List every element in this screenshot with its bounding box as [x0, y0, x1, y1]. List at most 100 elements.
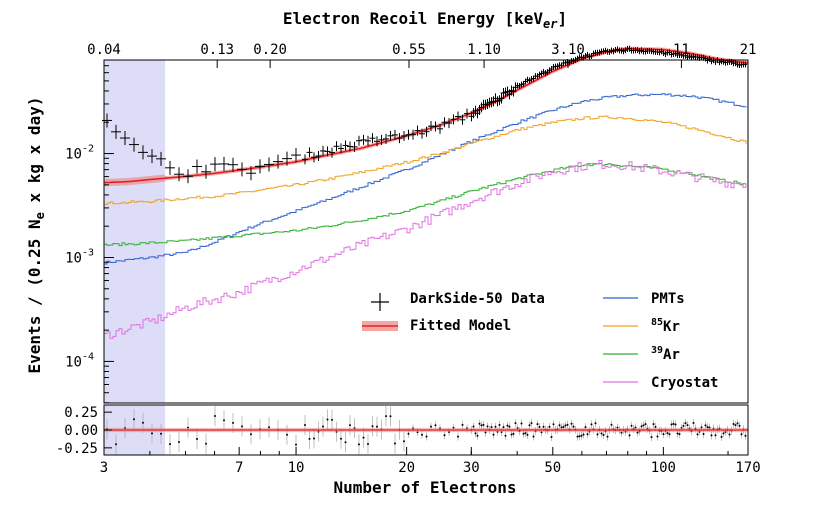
residual-point: [552, 423, 555, 426]
x-tick-label: 30: [463, 460, 480, 476]
residual-points: [106, 405, 747, 455]
main-panel-frame: [103, 59, 749, 404]
residual-point: [558, 424, 561, 427]
x-tick-label: 20: [398, 460, 415, 476]
residual-point: [542, 425, 545, 428]
residual-point: [425, 435, 428, 438]
residual-point: [322, 425, 324, 428]
residual-point: [582, 433, 585, 436]
residual-point: [344, 441, 347, 444]
residual-point: [510, 433, 513, 436]
top-axis-tick-label: 0.13: [200, 42, 234, 58]
residual-point: [596, 433, 599, 436]
residual-point: [670, 423, 673, 426]
residual-point: [326, 418, 329, 421]
residual-point: [340, 437, 342, 440]
residual-point: [728, 433, 731, 436]
data-points: [102, 45, 747, 184]
y-axis-title: Events / (0.25 Ne x kg x day): [25, 97, 47, 374]
residual-point: [308, 437, 311, 440]
top-axis-tick-label: 11: [673, 42, 690, 58]
residual-point: [566, 423, 569, 426]
residual-point: [650, 436, 653, 439]
residual-point: [590, 423, 593, 426]
residual-point: [142, 421, 144, 424]
residual-point: [349, 424, 351, 427]
residual-point: [205, 442, 207, 445]
residual-point: [666, 432, 669, 435]
residual-point: [524, 432, 527, 435]
residual-point: [490, 426, 493, 429]
residual-point: [734, 424, 737, 427]
residual-point: [196, 437, 198, 440]
series-cryostat-line: [104, 160, 747, 339]
residual-point: [522, 432, 525, 435]
residual-point: [710, 434, 713, 437]
residual-point: [572, 425, 575, 428]
y-tick-label: 10-4: [65, 351, 94, 370]
residual-point: [472, 425, 475, 428]
legend-label-kr85: 85Kr: [651, 317, 680, 335]
series-85kr-line: [104, 115, 747, 206]
top-axis-tick-label: 1.10: [467, 42, 501, 58]
x-tick-label: 50: [544, 460, 561, 476]
residual-point: [662, 433, 665, 436]
residual-point: [492, 433, 495, 436]
residual-point: [478, 422, 481, 425]
residual-point: [732, 422, 735, 425]
residual-point: [672, 422, 675, 425]
residual-point: [528, 424, 531, 427]
residual-y-tick-label: -0.25: [56, 441, 98, 457]
residual-point: [241, 425, 243, 428]
residual-point: [700, 426, 703, 429]
residual-point: [532, 435, 535, 438]
residual-point: [668, 433, 671, 436]
residual-point: [676, 432, 679, 435]
residual-point: [536, 423, 539, 426]
residual-point: [702, 432, 705, 435]
residual-point: [520, 422, 523, 425]
residual-point: [570, 422, 573, 425]
residual-point: [628, 434, 631, 437]
legend: DarkSide-50 Data Fitted Model PMTs 85Kr 39Ar…: [362, 291, 718, 391]
residual-point: [223, 419, 225, 422]
residual-point: [736, 422, 739, 425]
residual-point: [722, 432, 725, 435]
legend-label-ar39: 39Ar: [651, 345, 680, 363]
residual-point: [642, 424, 645, 427]
residual-point: [714, 434, 717, 437]
fitted-model-line: [104, 47, 749, 184]
residual-point: [678, 433, 681, 436]
legend-label-pmts: PMTs: [651, 291, 685, 307]
residual-point: [564, 424, 567, 427]
residual-point: [606, 435, 609, 438]
residual-point: [654, 425, 657, 428]
residual-point: [268, 426, 270, 429]
residual-point: [550, 435, 553, 438]
residual-point: [548, 425, 551, 428]
residual-point: [476, 434, 479, 437]
residual-point: [385, 415, 387, 418]
shaded-threshold-region: [104, 60, 166, 403]
residual-point: [461, 423, 464, 426]
residual-point: [652, 423, 655, 426]
top-axis-tick-label: 21: [740, 42, 757, 58]
residual-point: [115, 443, 117, 446]
residual-point: [586, 433, 589, 436]
residual-point: [602, 433, 605, 436]
residual-point: [421, 433, 423, 436]
residual-point: [389, 415, 392, 418]
residual-point: [686, 424, 689, 427]
series-pmts-line: [104, 93, 747, 265]
residual-point: [502, 426, 505, 429]
residual-point: [526, 433, 529, 436]
residual-point: [576, 435, 579, 438]
residual-point: [696, 433, 699, 436]
residual-point: [504, 434, 507, 437]
x-tick-label: 170: [735, 460, 760, 476]
top-axis-tick-label: 3.10: [551, 42, 585, 58]
series-39ar-line: [104, 162, 747, 247]
residual-point: [578, 435, 581, 438]
residual-point: [232, 421, 234, 424]
